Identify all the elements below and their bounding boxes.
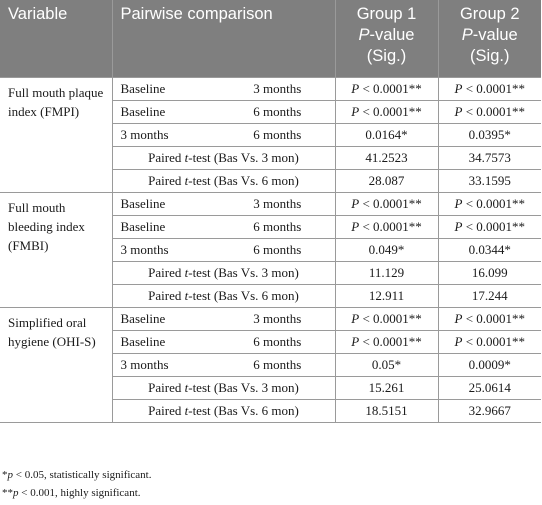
comparison-to: 3 months [220,76,336,101]
table-row: Paired t-test (Bas Vs. 6 mon) 12.911 17.24… [0,283,542,308]
group-2-value: P < 0.0001** [437,329,542,354]
header-group-2-name: Group 2 [459,5,520,23]
comparison-to: 6 months [220,214,336,239]
footnotes: *p < 0.05, statistically significant. **… [2,466,152,502]
group-1-value: P < 0.0001** [334,306,439,331]
group-2-value: 16.099 [437,260,542,285]
table-row: Paired t-test (Bas Vs. 6 mon) 28.087 33.15… [0,168,542,193]
comparison-from: Baseline [111,99,220,124]
paired-t-test-label: Paired t-test (Bas Vs. 6 mon) [111,398,336,423]
paired-t-test-label: Paired t-test (Bas Vs. 6 mon) [111,283,336,308]
table-row: Paired t-test (Bas Vs. 3 mon) 15.261 25.06… [0,375,542,400]
comparison-from: Baseline [111,191,220,216]
paired-t-test-label: Paired t-test (Bas Vs. 3 mon) [111,375,336,400]
variable-cell: Full mouth plaque index (FMPI) [0,76,113,193]
group-1-value: 0.0164* [334,122,439,147]
table-row: Baseline 6 months P < 0.0001** P < 0.0001** [0,99,542,124]
group-1-value: 11.129 [334,260,439,285]
table-row: Baseline 6 months P < 0.0001** P < 0.0001** [0,329,542,354]
group-1-value: P < 0.0001** [334,214,439,239]
header-variable: Variable [0,0,113,78]
group-1-value: P < 0.0001** [334,99,439,124]
comparison-from: Baseline [111,329,220,354]
table-row: Full mouth plaque index (FMPI) Baseline 3 … [0,76,542,193]
table-row: Baseline 6 months P < 0.0001** P < 0.0001** [0,214,542,239]
group-2-value: 34.7573 [437,145,542,170]
results-table: Variable Pairwise comparison Group 1 P-v… [0,0,542,423]
group-2-value: P < 0.0001** [437,99,542,124]
header-group-1-name: Group 1 [356,5,417,23]
group-1-value: 41.2523 [334,145,439,170]
paired-t-test-label: Paired t-test (Bas Vs. 3 mon) [111,260,336,285]
comparison-to: 6 months [220,237,336,262]
comparison-to: 3 months [220,306,336,331]
table-row: Full mouth bleeding index (FMBI) Baseline… [0,191,542,308]
group-1-value: 28.087 [334,168,439,193]
group-2-value: P < 0.0001** [437,76,542,101]
header-group-1-sig: (Sig.) [366,47,407,65]
table-row: 3 months 6 months 0.049* 0.0344* [0,237,542,262]
paired-t-test-label: Paired t-test (Bas Vs. 6 mon) [111,168,336,193]
footnote-highly-significant: **p < 0.001, highly significant. [2,487,141,499]
group-1-value: P < 0.0001** [334,329,439,354]
group-1-value: 0.05* [334,352,439,377]
group-2-value: P < 0.0001** [437,191,542,216]
comparison-from: 3 months [111,237,220,262]
table-body: Full mouth plaque index (FMPI) Baseline 3 … [0,76,542,423]
paired-t-test-label: Paired t-test (Bas Vs. 3 mon) [111,145,336,170]
comparison-to: 6 months [220,352,336,377]
comparison-to: 6 months [220,329,336,354]
comparison-from: Baseline [111,214,220,239]
table-row: Paired t-test (Bas Vs. 3 mon) 41.2523 34.7… [0,145,542,170]
comparison-from: 3 months [111,122,220,147]
table-row: Paired t-test (Bas Vs. 3 mon) 11.129 16.09… [0,260,542,285]
group-1-value: 18.5151 [334,398,439,423]
footnote-significant: *p < 0.05, statistically significant. [2,469,152,481]
header-pairwise-comparison: Pairwise comparison [111,0,336,78]
header-group-1-pvalue: P-value [358,26,415,44]
comparison-to: 6 months [220,99,336,124]
comparison-to: 6 months [220,122,336,147]
group-1-value: P < 0.0001** [334,76,439,101]
header-group-1: Group 1 P-value (Sig.) [334,0,439,78]
group-2-value: P < 0.0001** [437,306,542,331]
group-2-value: 0.0395* [437,122,542,147]
group-1-value: P < 0.0001** [334,191,439,216]
header-group-2-sig: (Sig.) [470,47,510,65]
variable-cell: Full mouth bleeding index (FMBI) [0,191,113,308]
table-row: Simplified oral hygiene (OHI-S) Baseline 3… [0,306,542,423]
group-1-value: 0.049* [334,237,439,262]
group-2-value: 0.0344* [437,237,542,262]
group-2-value: 25.0614 [437,375,542,400]
group-2-value: P < 0.0001** [437,214,542,239]
variable-cell: Simplified oral hygiene (OHI-S) [0,306,113,423]
comparison-from: Baseline [111,76,220,101]
comparison-to: 3 months [220,191,336,216]
header-group-2: Group 2 P-value (Sig.) [437,0,542,78]
group-2-value: 33.1595 [437,168,542,193]
comparison-from: Baseline [111,306,220,331]
group-2-value: 0.0009* [437,352,542,377]
group-1-value: 15.261 [334,375,439,400]
header-row: Variable Pairwise comparison Group 1 P-v… [0,0,542,78]
table-row: Paired t-test (Bas Vs. 6 mon) 18.5151 32.9… [0,398,542,423]
header-group-2-pvalue: P-value [461,26,518,44]
group-2-value: 32.9667 [437,398,542,423]
comparison-from: 3 months [111,352,220,377]
group-1-value: 12.911 [334,283,439,308]
group-2-value: 17.244 [437,283,542,308]
